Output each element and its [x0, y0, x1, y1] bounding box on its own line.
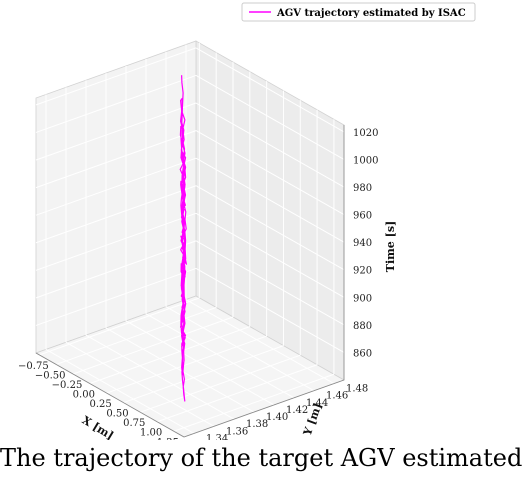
grid-line: [195, 102, 345, 188]
z-tick-label: 880: [353, 321, 372, 332]
x-axis-ticks: −0.75−0.50−0.250.000.250.500.751.001.25: [18, 361, 179, 440]
z-tick-label: 1020: [353, 128, 378, 139]
grid-line: [156, 364, 318, 423]
grid-line: [195, 157, 345, 243]
z-tick-label: 860: [353, 348, 372, 359]
axes-panes: [35, 40, 345, 438]
x-tick-label: 0.25: [90, 399, 112, 410]
x-tick-label: 0.00: [73, 390, 95, 401]
grid-line: [72, 316, 234, 375]
grid-line: [195, 130, 345, 216]
grid-line: [65, 341, 215, 427]
grid-line: [35, 74, 197, 133]
legend-box: [241, 2, 476, 22]
y-tick-label: 1.42: [286, 405, 308, 416]
grid-line: [195, 47, 345, 133]
trajectory-series: [179, 75, 187, 402]
x-tick-label: −0.25: [52, 380, 83, 391]
grid-line: [45, 349, 195, 434]
x-tick-label: 1.25: [157, 437, 179, 440]
z-tick-label: 900: [353, 293, 372, 304]
y-tick-label: 1.38: [246, 419, 268, 430]
y-tick-label: 1.44: [306, 398, 328, 409]
grid-line: [125, 320, 275, 406]
grid-line: [35, 47, 197, 106]
z-axis-label: Time [s]: [384, 221, 397, 272]
y-tick-label: 1.46: [326, 391, 348, 402]
chart-3d: −0.75−0.50−0.250.000.250.500.751.001.25 …: [18, 2, 476, 440]
z-tick-label: 960: [353, 211, 372, 222]
grid-lines: [35, 42, 345, 438]
z-tick-label: 940: [353, 238, 372, 249]
grid-line: [165, 306, 315, 392]
y-tick-label: 1.34: [206, 433, 228, 440]
grid-line: [105, 327, 255, 413]
trajectory-line: [179, 75, 187, 402]
grid-line: [35, 102, 197, 161]
z-axis-ticks: 860 880 900 920 940 960 980 1000 1020: [353, 128, 378, 360]
x-tick-label: −0.75: [18, 361, 49, 372]
grid-line: [85, 334, 235, 420]
legend-label: AGV trajectory estimated by ISAC: [276, 8, 466, 19]
y-tick-label: 1.36: [226, 426, 248, 437]
grid-line: [89, 326, 250, 385]
y-tick-label: 1.40: [266, 412, 288, 423]
grid-line: [35, 185, 197, 244]
grid-line: [173, 373, 335, 432]
grid-line: [195, 185, 345, 271]
grid-line: [35, 267, 197, 326]
grid-line: [106, 335, 267, 394]
y-axis-line: [183, 379, 345, 438]
legend: AGV trajectory estimated by ISAC: [241, 2, 476, 22]
grid-line: [195, 75, 345, 160]
z-tick-label: 920: [353, 266, 372, 277]
x-tick-label: 1.00: [140, 428, 162, 439]
grid-line: [39, 297, 200, 356]
grid-line: [185, 299, 335, 384]
grid-line: [35, 240, 197, 299]
x-tick-label: 0.50: [106, 409, 128, 420]
z-tick-label: 1000: [353, 155, 378, 166]
grid-line: [56, 306, 217, 365]
grid-line: [195, 212, 345, 298]
grid-line: [145, 313, 295, 399]
figure-caption: The trajectory of the target AGV estimat…: [0, 444, 522, 472]
grid-line: [35, 130, 197, 189]
y-axis-ticks: 1.341.361.381.401.421.441.461.48: [206, 384, 368, 440]
grid-line: [195, 240, 345, 326]
y-tick-label: 1.48: [346, 384, 368, 395]
grid-line: [140, 354, 301, 413]
x-tick-label: 0.75: [123, 418, 145, 429]
x-axis-line: [35, 352, 185, 438]
z-tick-label: 980: [353, 183, 372, 194]
grid-line: [123, 345, 284, 404]
x-tick-label: −0.50: [35, 370, 66, 381]
grid-line: [195, 267, 345, 353]
grid-line: [35, 212, 197, 271]
grid-line: [35, 157, 197, 216]
